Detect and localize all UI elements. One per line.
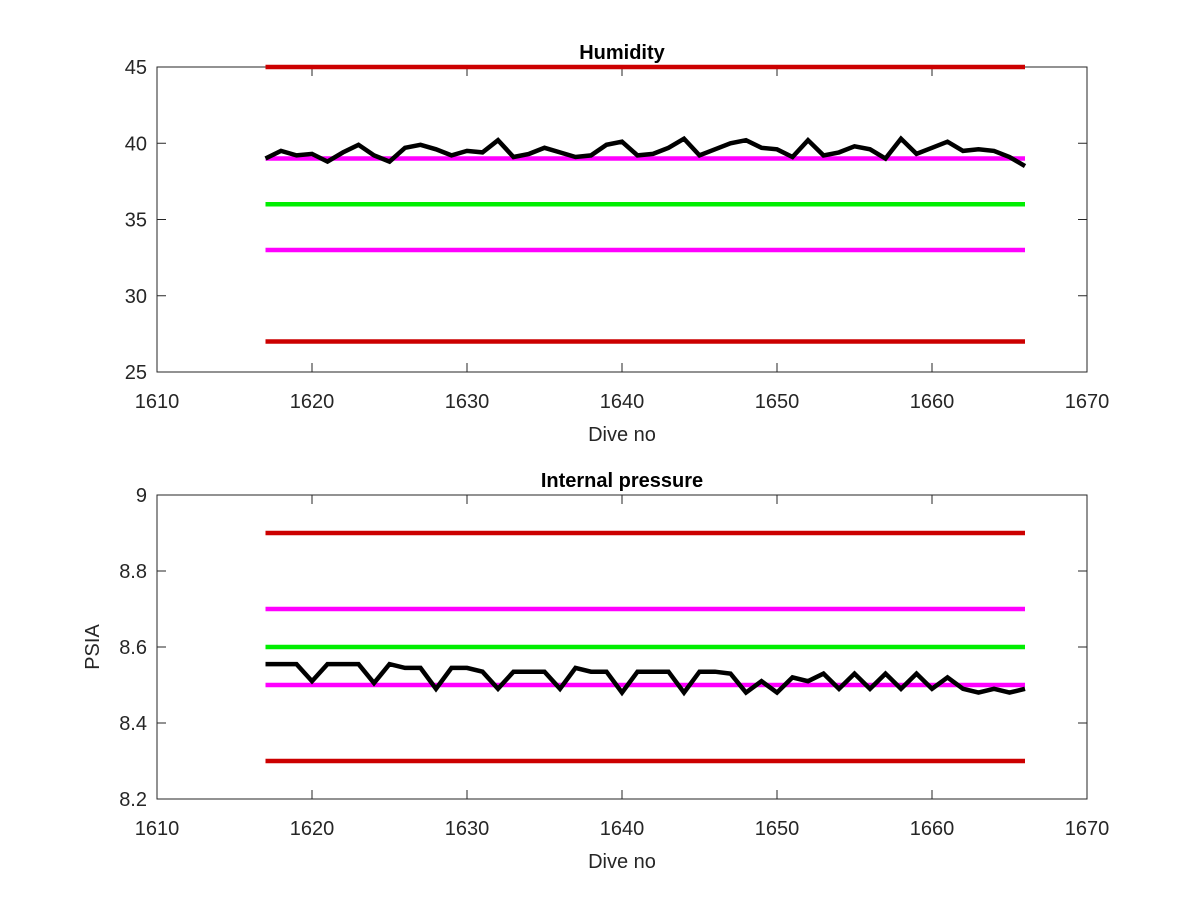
- x-tick-label: 1630: [445, 391, 490, 413]
- x-tick-label: 1670: [1065, 391, 1110, 413]
- x-tick-label: 1610: [135, 391, 180, 413]
- y-tick-label: 35: [125, 210, 147, 232]
- y-tick-label: 30: [125, 286, 147, 308]
- x-tick-label: 1640: [600, 818, 645, 840]
- chart-panel-1: 1610 1620 1630 1640 1650 1660 1670 25 30 35 40 45 Hu…: [125, 42, 1110, 446]
- x-tick-label: 1660: [910, 391, 955, 413]
- y-tick-label: 8.2: [119, 789, 147, 811]
- y-tick-label: 40: [125, 133, 147, 155]
- y-tick-label: 8.8: [119, 561, 147, 583]
- x-axis-label: Dive no: [588, 424, 656, 446]
- y-tick-label: 45: [125, 57, 147, 79]
- chart-panel-2: 1610 1620 1630 1640 1650 1660 1670 8.2 8.4 8.6 8.8…: [82, 470, 1109, 873]
- data-series-line: [264, 135, 1027, 169]
- chart-title: Humidity: [579, 42, 665, 64]
- x-tick-label: 1640: [600, 391, 645, 413]
- x-axis-label: Dive no: [588, 851, 656, 873]
- data-series-line: [265, 661, 1026, 697]
- x-tick-label: 1650: [755, 391, 800, 413]
- x-tick-label: 1660: [910, 818, 955, 840]
- y-axis-label: PSIA: [82, 624, 104, 670]
- x-tick-label: 1650: [755, 818, 800, 840]
- x-tick-label: 1670: [1065, 818, 1110, 840]
- chart-title: Internal pressure: [541, 470, 703, 492]
- plot-area: [156, 66, 1088, 373]
- x-tick-label: 1620: [290, 391, 335, 413]
- y-tick-label: 8.6: [119, 637, 147, 659]
- y-tick-label: 25: [125, 362, 147, 384]
- y-tick-label: 9: [136, 485, 147, 507]
- x-tick-label: 1620: [290, 818, 335, 840]
- x-tick-label: 1610: [135, 818, 180, 840]
- x-tick-label: 1630: [445, 818, 490, 840]
- y-tick-label: 8.4: [119, 713, 147, 735]
